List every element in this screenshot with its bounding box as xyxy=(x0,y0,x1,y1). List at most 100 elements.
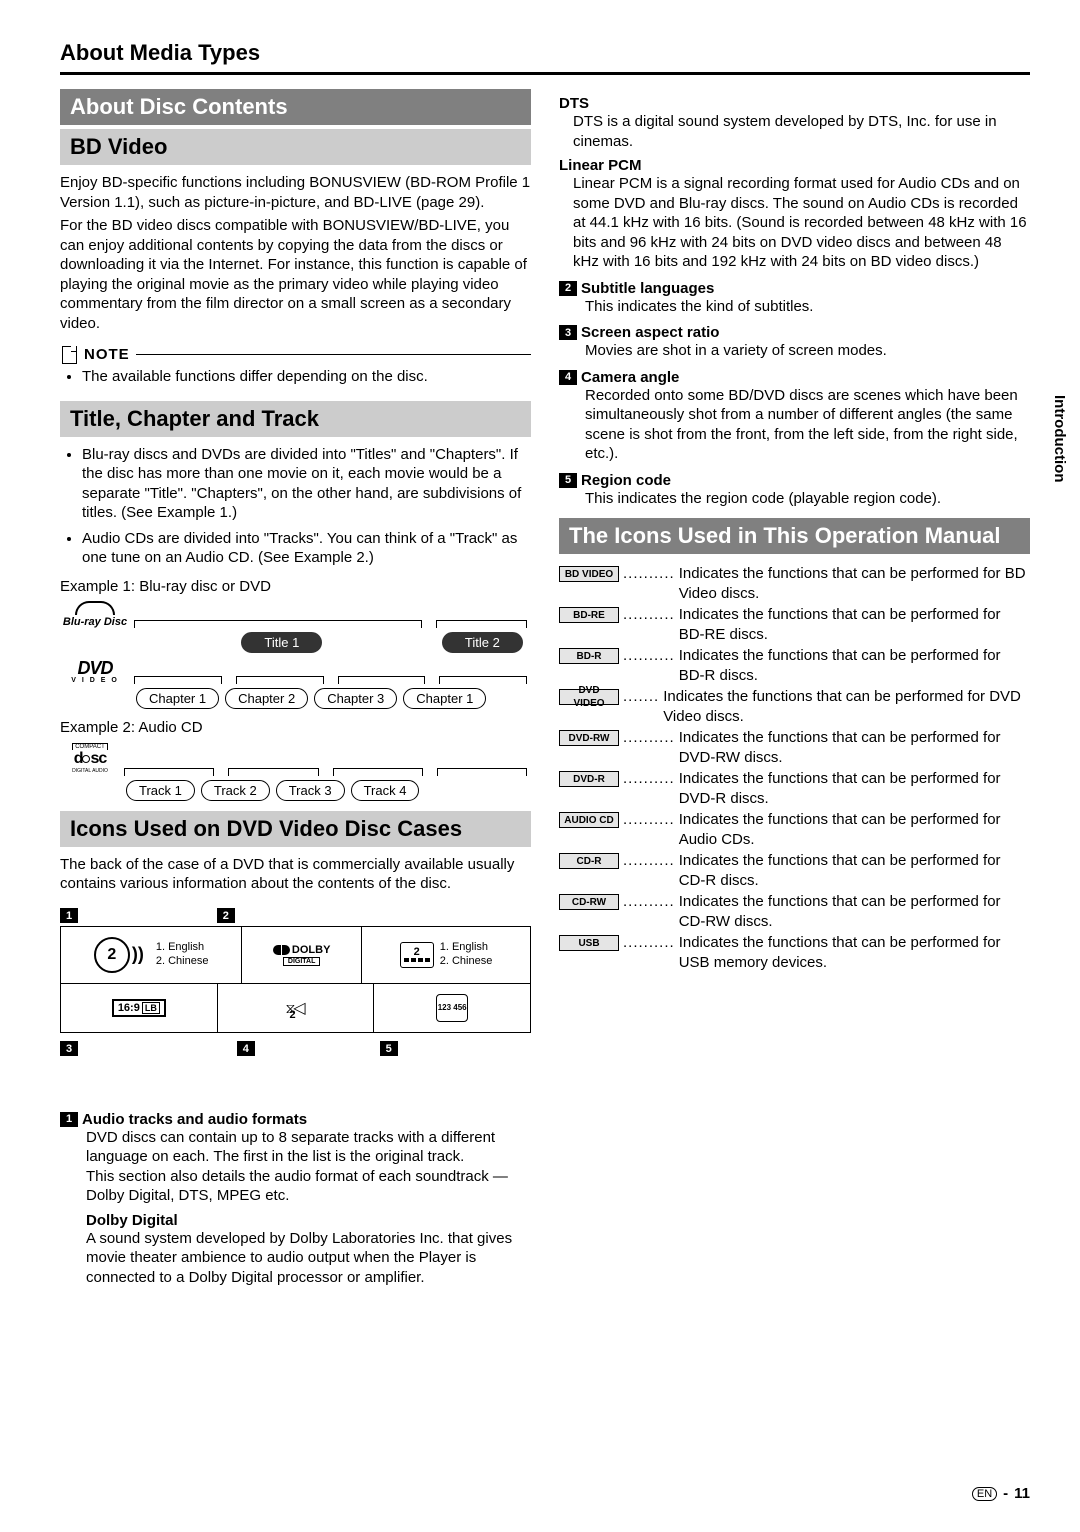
lpcm-head: Linear PCM xyxy=(559,157,1030,174)
audio-tracks-icon: 2 xyxy=(94,937,130,973)
aspect-ratio-icon: 16:9LB xyxy=(112,999,166,1017)
dvd-case-diagram: 2 1. English2. Chinese DOLBY DIGITAL 2 xyxy=(60,926,531,1033)
side-tab-introduction: Introduction xyxy=(1051,395,1068,482)
chapter-2-chip: Chapter 2 xyxy=(225,688,308,709)
leader-dots: .......... xyxy=(623,851,675,890)
bluray-logo: Blu-ray Disc xyxy=(60,601,130,628)
dolby-digital-body: A sound system developed by Dolby Labora… xyxy=(60,1229,531,1288)
icon-description: Indicates the functions that can be perf… xyxy=(663,687,1030,726)
icon-description: Indicates the functions that can be perf… xyxy=(679,769,1030,808)
icon-row: DVD-RW..........Indicates the functions … xyxy=(559,728,1030,767)
heading-icons-dvd-cases: Icons Used on DVD Video Disc Cases xyxy=(60,811,531,847)
disc-type-tag: USB xyxy=(559,935,619,951)
audio-lang-list: 1. English2. Chinese xyxy=(156,941,209,967)
note-bullet-1: The available functions differ depending… xyxy=(82,367,531,387)
leader-dots: .......... xyxy=(623,728,675,767)
leader-dots: .......... xyxy=(623,605,675,644)
def-1-body-2: This section also details the audio form… xyxy=(60,1167,531,1206)
subtitle-lang-list: 1. English2. Chinese xyxy=(440,941,493,967)
icon-description: Indicates the functions that can be perf… xyxy=(679,564,1030,603)
tct-bullet-2: Audio CDs are divided into "Tracks". You… xyxy=(82,529,531,568)
leader-dots: .......... xyxy=(623,769,675,808)
icon-row: USB..........Indicates the functions tha… xyxy=(559,933,1030,972)
track-3-chip: Track 3 xyxy=(276,780,345,801)
bd-video-paragraph-1: Enjoy BD-specific functions including BO… xyxy=(60,173,531,212)
leader-dots: .......... xyxy=(623,564,675,603)
example-1-diagram: Blu-ray Disc Title 1 Title 2 DVD V I D E… xyxy=(60,601,531,709)
icon-description: Indicates the functions that can be perf… xyxy=(679,728,1030,767)
marker-row-top: 1 2 xyxy=(60,906,531,924)
left-column: About Disc Contents BD Video Enjoy BD-sp… xyxy=(60,89,531,1287)
disc-type-tag: DVD-RW xyxy=(559,730,619,746)
note-label: NOTE xyxy=(84,346,130,363)
dts-head: DTS xyxy=(559,95,1030,112)
def-4-body: Recorded onto some BD/DVD discs are scen… xyxy=(559,386,1030,464)
cd-logo: COMPACT dsc DIGITAL AUDIO xyxy=(60,742,120,776)
note-header: NOTE xyxy=(60,345,531,363)
lpcm-body: Linear PCM is a signal recording format … xyxy=(559,174,1030,272)
leader-dots: .......... xyxy=(623,810,675,849)
leader-dots: .......... xyxy=(623,646,675,685)
track-2-chip: Track 2 xyxy=(201,780,270,801)
marker-5: 5 xyxy=(380,1041,398,1056)
heading-title-chapter-track: Title, Chapter and Track xyxy=(60,401,531,437)
icon-description: Indicates the functions that can be perf… xyxy=(679,851,1030,890)
icon-description: Indicates the functions that can be perf… xyxy=(679,605,1030,644)
title-2-chip: Title 2 xyxy=(442,632,523,653)
dvd-logo: DVD V I D E O xyxy=(60,659,130,684)
heading-bd-video: BD Video xyxy=(60,129,531,165)
icon-row: CD-RW..........Indicates the functions t… xyxy=(559,892,1030,931)
icon-row: BD-RE..........Indicates the functions t… xyxy=(559,605,1030,644)
page-number-value: 11 xyxy=(1014,1485,1030,1502)
leader-dots: .......... xyxy=(623,933,675,972)
icon-row: BD VIDEO..........Indicates the function… xyxy=(559,564,1030,603)
def-1-body-1: DVD discs can contain up to 8 separate t… xyxy=(60,1128,531,1167)
track-1-chip: Track 1 xyxy=(126,780,195,801)
page-number: EN - 11 xyxy=(972,1485,1030,1502)
example-2-label: Example 2: Audio CD xyxy=(60,719,531,736)
dts-body: DTS is a digital sound system developed … xyxy=(559,112,1030,151)
bd-video-paragraph-2: For the BD video discs compatible with B… xyxy=(60,216,531,333)
title-1-chip: Title 1 xyxy=(241,632,322,653)
icons-dvd-intro: The back of the case of a DVD that is co… xyxy=(60,855,531,894)
marker-1: 1 xyxy=(60,908,78,923)
dolby-logo: DOLBY DIGITAL xyxy=(273,944,331,966)
def-3-head: 3Screen aspect ratio xyxy=(559,324,1030,341)
manual-icons-list: BD VIDEO..........Indicates the function… xyxy=(559,564,1030,972)
icon-row: AUDIO CD..........Indicates the function… xyxy=(559,810,1030,849)
def-5-body: This indicates the region code (playable… xyxy=(559,489,1030,509)
marker-3: 3 xyxy=(60,1041,78,1056)
def-5-head: 5Region code xyxy=(559,472,1030,489)
icon-row: CD-R..........Indicates the functions th… xyxy=(559,851,1030,890)
note-rule xyxy=(136,354,531,355)
disc-type-tag: DVD-R xyxy=(559,771,619,787)
dolby-digital-head: Dolby Digital xyxy=(60,1212,531,1229)
icon-row: BD-R..........Indicates the functions th… xyxy=(559,646,1030,685)
region-code-icon: 123 456 xyxy=(436,994,468,1022)
disc-type-tag: AUDIO CD xyxy=(559,812,619,828)
disc-type-tag: BD VIDEO xyxy=(559,566,619,582)
heading-about-disc-contents: About Disc Contents xyxy=(60,89,531,125)
def-2-head: 2Subtitle languages xyxy=(559,280,1030,297)
def-2-body: This indicates the kind of subtitles. xyxy=(559,297,1030,317)
def-1-head: 1Audio tracks and audio formats xyxy=(60,1111,531,1128)
disc-type-tag: CD-R xyxy=(559,853,619,869)
right-column: DTS DTS is a digital sound system develo… xyxy=(559,89,1030,1287)
marker-row-bottom: 3 4 5 xyxy=(60,1039,531,1057)
camera-angle-icon: ⧖◁ 2 xyxy=(285,996,305,1019)
heading-manual-icons: The Icons Used in This Operation Manual xyxy=(559,518,1030,554)
disc-type-tag: BD-R xyxy=(559,648,619,664)
def-4-head: 4Camera angle xyxy=(559,369,1030,386)
disc-type-tag: CD-RW xyxy=(559,894,619,910)
track-4-chip: Track 4 xyxy=(351,780,420,801)
chapter-3-chip: Chapter 3 xyxy=(314,688,397,709)
chapter-4-chip: Chapter 1 xyxy=(403,688,486,709)
icon-description: Indicates the functions that can be perf… xyxy=(679,646,1030,685)
def-3-body: Movies are shot in a variety of screen m… xyxy=(559,341,1030,361)
leader-dots: .......... xyxy=(623,892,675,931)
icon-description: Indicates the functions that can be perf… xyxy=(679,933,1030,972)
example-1-label: Example 1: Blu-ray disc or DVD xyxy=(60,578,531,595)
icon-description: Indicates the functions that can be perf… xyxy=(679,810,1030,849)
note-icon xyxy=(60,345,78,363)
lang-code-badge: EN xyxy=(972,1487,997,1501)
